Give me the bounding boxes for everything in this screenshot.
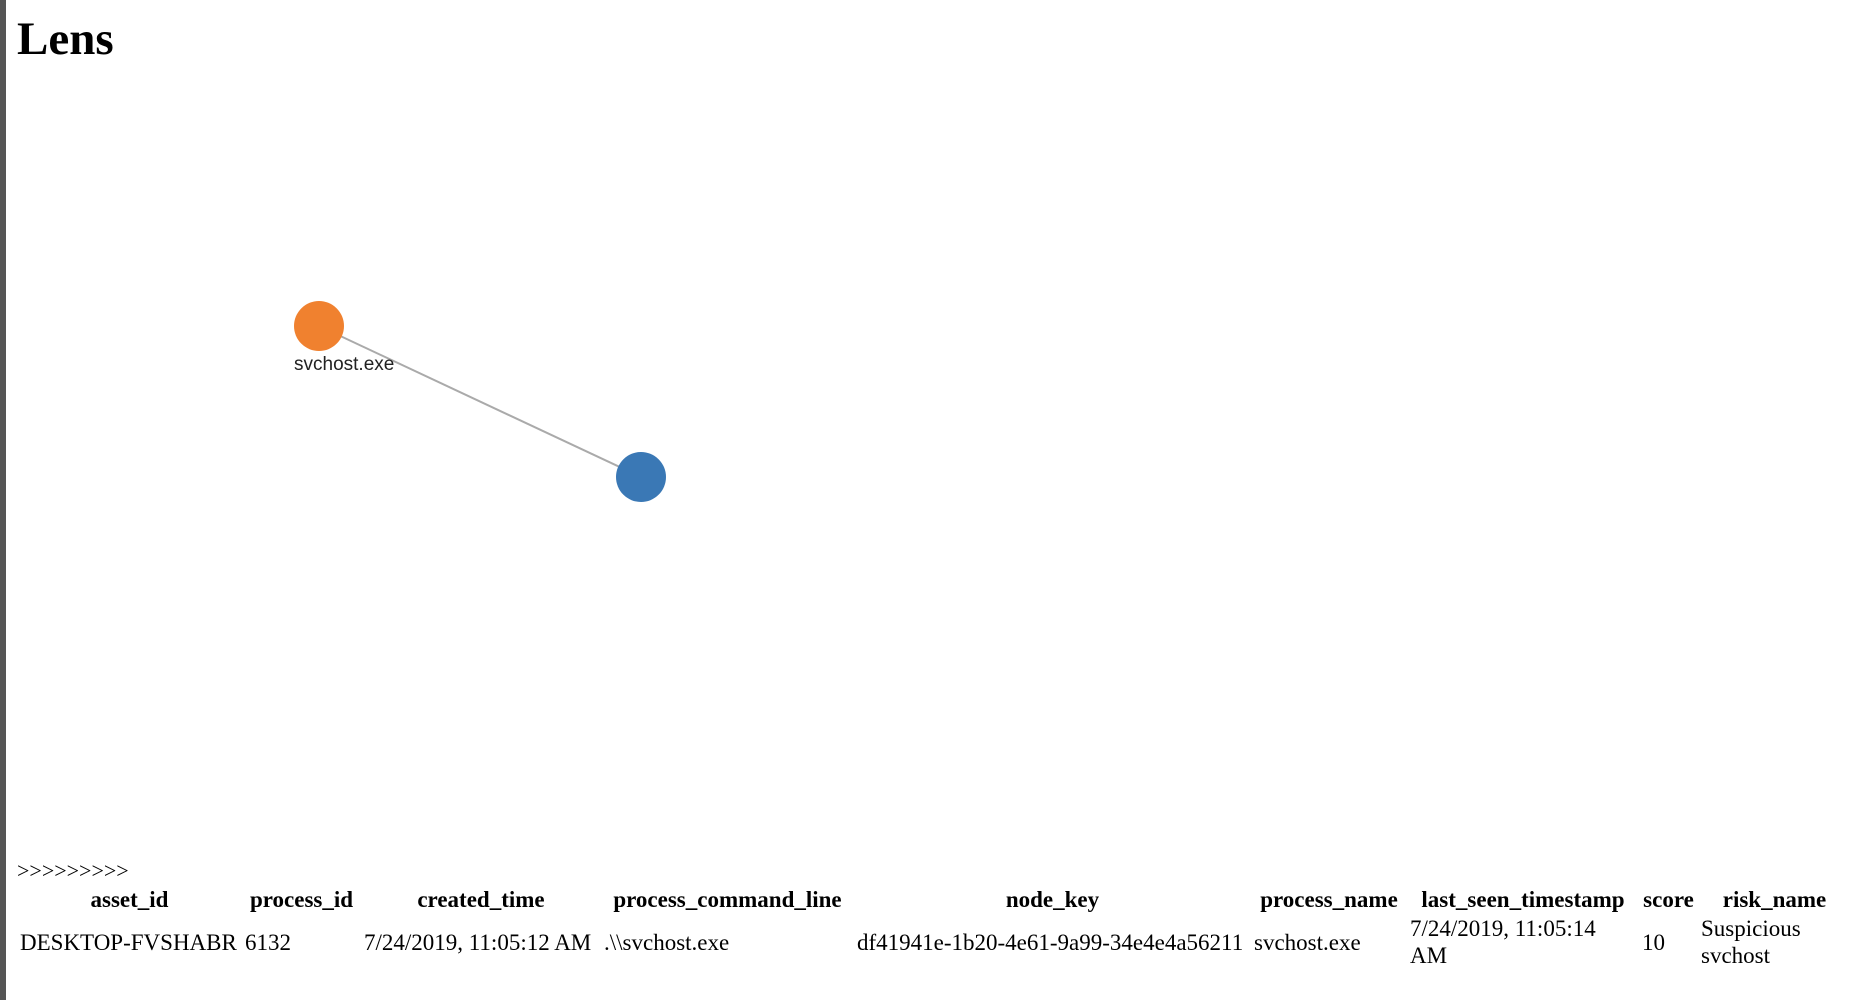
- column-header[interactable]: node_key: [1005, 887, 1100, 912]
- table-cell: svchost.exe: [1254, 929, 1361, 955]
- table-cell: df41941e-1b20-4e61-9a99-34e4e4a56211: [857, 929, 1244, 955]
- column-header[interactable]: process_name: [1260, 887, 1398, 912]
- node-label: svchost.exe: [294, 354, 394, 375]
- column-header[interactable]: last_seen_timestamp: [1421, 887, 1625, 912]
- node[interactable]: [294, 301, 344, 351]
- column-header[interactable]: asset_id: [90, 887, 169, 912]
- column-header[interactable]: risk_name: [1722, 887, 1827, 912]
- column-header[interactable]: score: [1643, 887, 1694, 912]
- page-title: Lens: [17, 13, 114, 65]
- table-cell: 10: [1642, 929, 1665, 955]
- table-row: DESKTOP-FVSHABR 6132 7/24/2019, 11:05:12 A…: [17, 915, 1851, 969]
- table-cell: .\\svchost.exe: [604, 929, 730, 955]
- table-cell: Suspicious svchost: [1701, 916, 1801, 968]
- column-header[interactable]: process_id: [249, 887, 354, 912]
- node[interactable]: [616, 452, 666, 502]
- column-header[interactable]: created_time: [417, 887, 545, 912]
- graph: svchost.exe: [294, 301, 666, 502]
- prompt: >>>>>>>>>: [17, 858, 129, 883]
- table-cell: DESKTOP-FVSHABR: [20, 929, 237, 955]
- table-cell: 7/24/2019, 11:05:14 AM: [1410, 916, 1596, 968]
- left-border: [0, 0, 6, 1000]
- data-table: asset_id process_id created_time process_co…: [17, 885, 1851, 969]
- table-cell: 7/24/2019, 11:05:12 AM: [364, 929, 592, 955]
- edge: [318, 325, 642, 478]
- table-body: DESKTOP-FVSHABR 6132 7/24/2019, 11:05:12 A…: [17, 915, 1851, 969]
- column-header[interactable]: process_command_line: [613, 887, 842, 912]
- table-cell: 6132: [245, 929, 291, 955]
- header-row: asset_id process_id created_time process_co…: [17, 885, 1851, 915]
